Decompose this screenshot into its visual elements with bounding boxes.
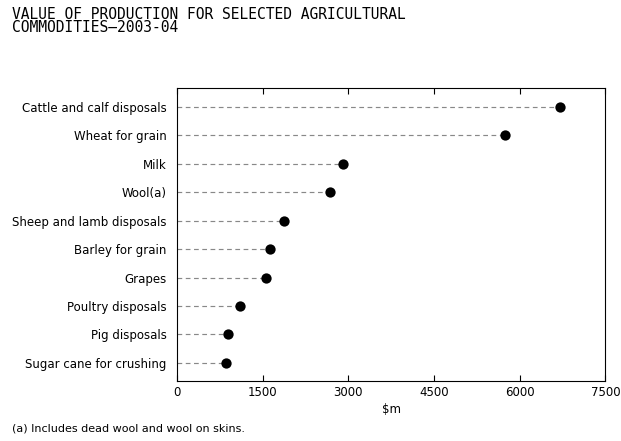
Point xyxy=(501,132,510,139)
Point xyxy=(338,160,348,167)
X-axis label: $m: $m xyxy=(382,404,401,416)
Point xyxy=(235,303,245,310)
Point xyxy=(279,217,289,224)
Point xyxy=(220,359,230,366)
Text: COMMODITIES—2003-04: COMMODITIES—2003-04 xyxy=(12,20,179,35)
Point xyxy=(265,246,274,253)
Text: (a) Includes dead wool and wool on skins.: (a) Includes dead wool and wool on skins… xyxy=(12,423,245,433)
Point xyxy=(555,103,564,110)
Point xyxy=(261,274,271,281)
Point xyxy=(325,189,335,196)
Text: VALUE OF PRODUCTION FOR SELECTED AGRICULTURAL: VALUE OF PRODUCTION FOR SELECTED AGRICUL… xyxy=(12,7,406,22)
Point xyxy=(224,331,233,338)
